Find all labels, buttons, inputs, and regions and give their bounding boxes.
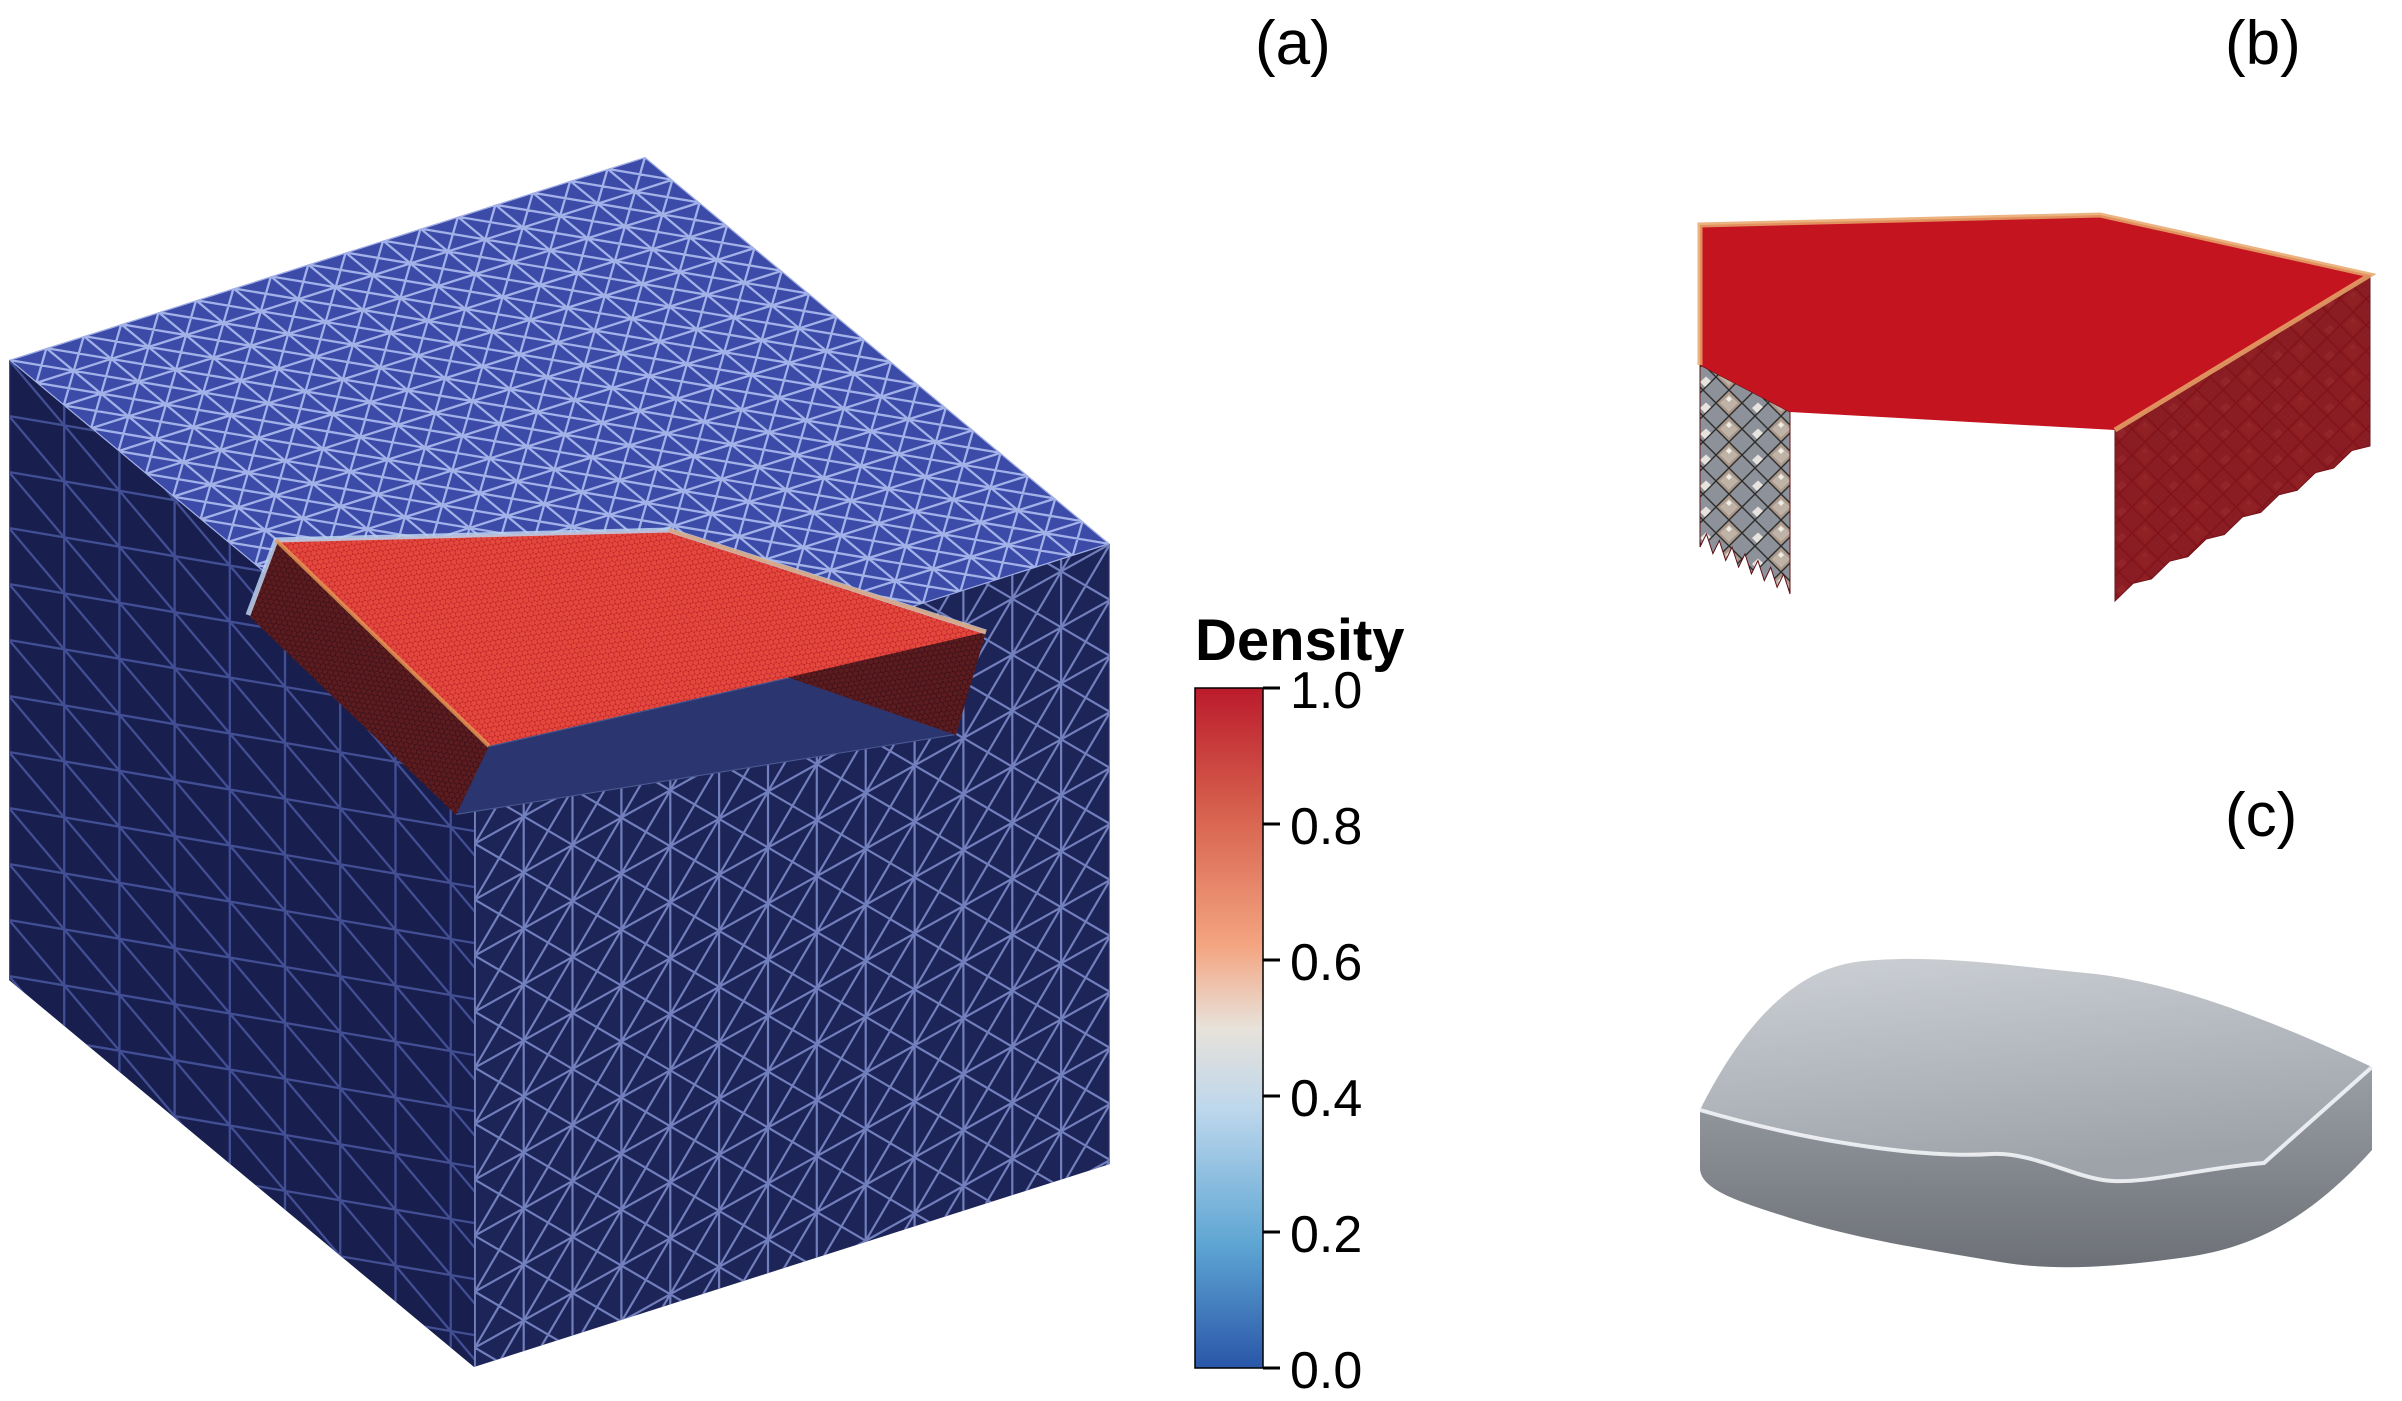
svg-text:0.6: 0.6 — [1290, 934, 1362, 992]
svg-text:0.8: 0.8 — [1290, 798, 1362, 856]
svg-text:0.0: 0.0 — [1290, 1342, 1362, 1400]
svg-text:0.4: 0.4 — [1290, 1070, 1362, 1128]
svg-text:1.0: 1.0 — [1290, 662, 1362, 720]
svg-text:0.2: 0.2 — [1290, 1206, 1362, 1264]
